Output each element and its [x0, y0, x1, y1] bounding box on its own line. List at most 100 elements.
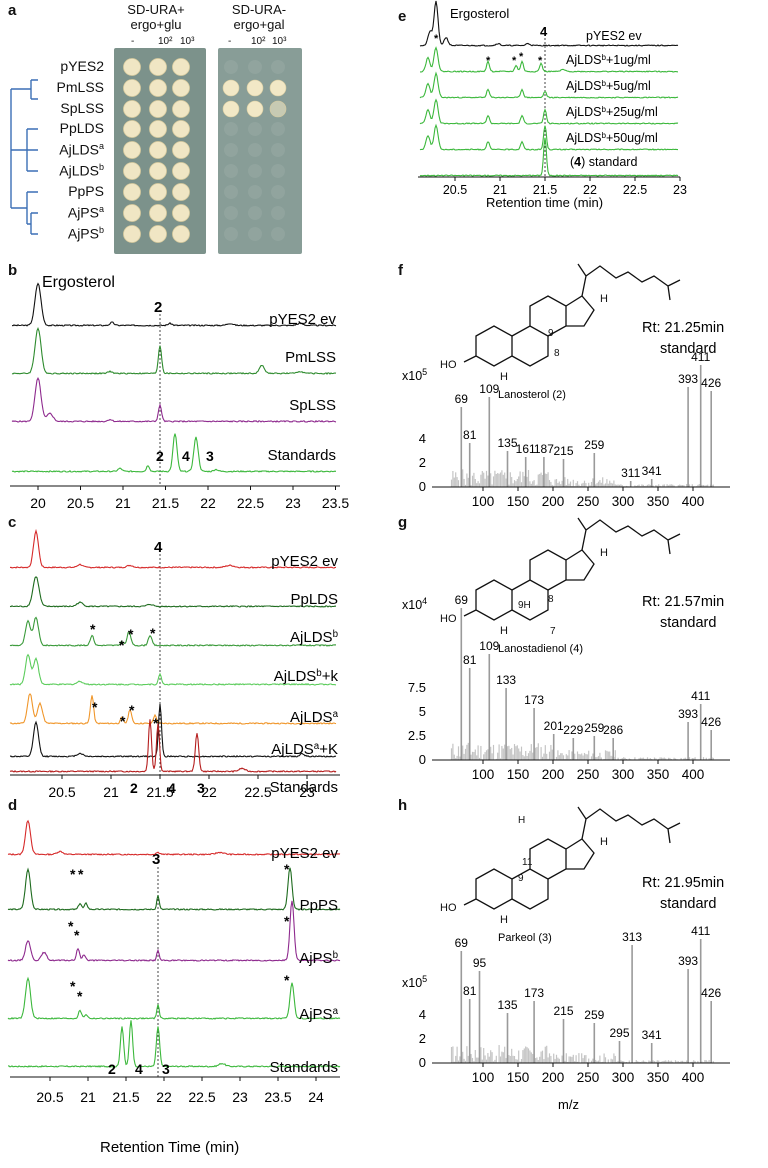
strain-label: PpLDS	[59, 120, 104, 136]
colony-glucose	[172, 141, 190, 159]
panel-c-trace-label: AjLDSb	[290, 629, 339, 647]
panel-e-tick-label: 22	[583, 183, 597, 197]
panel-b-tick-label: 23	[285, 495, 301, 511]
svg-h-peak-label: 341	[642, 1028, 662, 1042]
panel-c-tick-label: 21.5	[146, 784, 173, 799]
panel-e-trace-label: AjLDSb+50ug/ml	[566, 131, 658, 146]
panel-c-std-label: 4	[168, 780, 176, 796]
svg-h-peak-label: 215	[553, 1004, 573, 1018]
panel-e-trace	[419, 0, 679, 47]
colony-glucose	[149, 100, 167, 118]
colony-galactose-faint	[248, 143, 262, 157]
svg-h-peak-label: 259	[584, 1008, 604, 1022]
svg-h-xtick-label: 150	[507, 1070, 530, 1085]
panel-b-tick-label: 20.5	[67, 495, 94, 511]
colony-glucose	[172, 100, 190, 118]
panel-b-tick-label: 22.5	[237, 495, 264, 511]
panel-label-g: g	[398, 514, 408, 531]
dilution-header-2: 10²	[158, 36, 173, 47]
svg-f-yscale: x105	[402, 367, 427, 383]
structure-atom-label: 8	[554, 348, 560, 359]
panel-e-trace	[419, 98, 679, 125]
strain-label: SpLSS	[60, 100, 104, 116]
panel-d-tick-label: 24	[308, 1089, 324, 1105]
panel-e-xlabel: Retention time (min)	[486, 195, 603, 210]
colony-glucose	[123, 58, 141, 76]
colony-glucose	[123, 79, 141, 97]
structure-h-label: H	[600, 293, 608, 305]
svg-g-peak-label: 393	[678, 707, 698, 721]
svg-f-peak-label: 81	[463, 428, 477, 442]
svg-h-ytick-label: 2	[419, 1031, 426, 1046]
plate1-title: SD-URA+ ergo+glu	[108, 2, 204, 32]
svg-g-ytick-label: 7.5	[408, 680, 426, 695]
svg-f-peak-label: 259	[584, 438, 604, 452]
colony-galactose-faint	[224, 206, 238, 220]
svg-g-ytick-label: 5	[419, 704, 426, 719]
structure-h-label: H	[600, 836, 608, 848]
panel-d-std-label: 2	[108, 1061, 116, 1077]
svg-f-xtick-label: 350	[647, 494, 670, 509]
svg-h-ytick-label: 4	[419, 1007, 426, 1022]
colony-galactose	[269, 100, 287, 118]
strain-label: AjLDSb	[59, 162, 104, 179]
panel-d-tick-label: 20.5	[36, 1089, 63, 1105]
panel-d-trace	[7, 976, 341, 1020]
svg-h-xlabel: m/z	[558, 1097, 579, 1112]
svg-h-xtick-label: 300	[612, 1070, 635, 1085]
colony-galactose	[222, 79, 240, 97]
panel-e-trace-label: AjLDSb+1ug/ml	[566, 53, 651, 68]
svg-f-peak-label: 341	[642, 464, 662, 478]
panel-d-tick-label: 23	[232, 1089, 248, 1105]
panel-h-mass-spectrum: HO H H H 11 9 Parkeol (3) Rt: 21.95min standard x…	[402, 806, 730, 1112]
colony-glucose	[123, 183, 141, 201]
plate2-title: SD-URA- ergo+gal	[216, 2, 302, 32]
panel-c-asterisk: *	[119, 637, 125, 653]
panel-b-trace-label: Standards	[268, 447, 336, 464]
panel-f-mass-spectrum: HO H H 98 Lanosterol (2) Rt: 21.25min standard…	[402, 263, 730, 509]
panel-e-trace	[420, 46, 678, 73]
panel-e-trace	[419, 71, 679, 99]
colony-galactose-faint	[271, 206, 285, 220]
svg-h-xtick-label: 400	[682, 1070, 705, 1085]
panel-c-tick-label: 22	[201, 784, 217, 799]
structure-atom-label: H	[518, 815, 525, 826]
svg-f-xtick-label: 100	[472, 494, 495, 509]
colony-glucose	[172, 120, 190, 138]
panel-c-asterisk: *	[150, 625, 156, 641]
panel-c-tick-label: 22.5	[244, 784, 271, 799]
panel-d-trace-label: Standards	[270, 1059, 338, 1076]
svg-h-peak-label: 313	[622, 930, 642, 944]
svg-g-xtick-label: 200	[542, 767, 565, 782]
svg-f-xtick-label: 250	[577, 494, 600, 509]
panel-c-std-label: 2	[130, 780, 138, 796]
structure-atom-label: 9H	[518, 600, 531, 611]
colony-galactose-faint	[271, 164, 285, 178]
colony-galactose-faint	[248, 122, 262, 136]
svg-g-peak-label: 286	[603, 723, 623, 737]
panel-e-trace-label: AjLDSb+5ug/ml	[566, 79, 651, 94]
panel-label-f: f	[398, 262, 403, 279]
structure-ho: HO	[440, 902, 457, 914]
panel-e-asterisk: *	[434, 33, 439, 45]
svg-h-peak-label: 135	[497, 998, 517, 1012]
panel-c-trace-label: AjLDSa	[290, 709, 339, 727]
colony-glucose	[149, 183, 167, 201]
phylogeny-tree	[10, 79, 38, 235]
structure-h-label: H	[600, 547, 608, 559]
svg-f-compound: Lanosterol (2)	[498, 389, 566, 401]
svg-f-peak-label: 187	[534, 442, 554, 456]
panel-c-tick-label: 23	[299, 784, 315, 799]
plate2-title-line1: SD-URA-	[231, 2, 287, 17]
panel-c-asterisk: *	[120, 713, 126, 729]
strain-label: AjPSb	[67, 225, 104, 242]
panel-d-marker: 3	[152, 851, 160, 868]
svg-f-rt-sub: standard	[660, 341, 716, 357]
colony-glucose	[149, 225, 167, 243]
panel-c-tick-label: 20.5	[48, 784, 75, 799]
panel-b-trace	[11, 282, 337, 327]
structure-ho: HO	[440, 359, 457, 371]
svg-g-peak-label: 81	[463, 653, 477, 667]
panel-b-tick-label: 20	[30, 495, 46, 511]
plate1-title-line2: ergo+glu	[130, 17, 182, 32]
